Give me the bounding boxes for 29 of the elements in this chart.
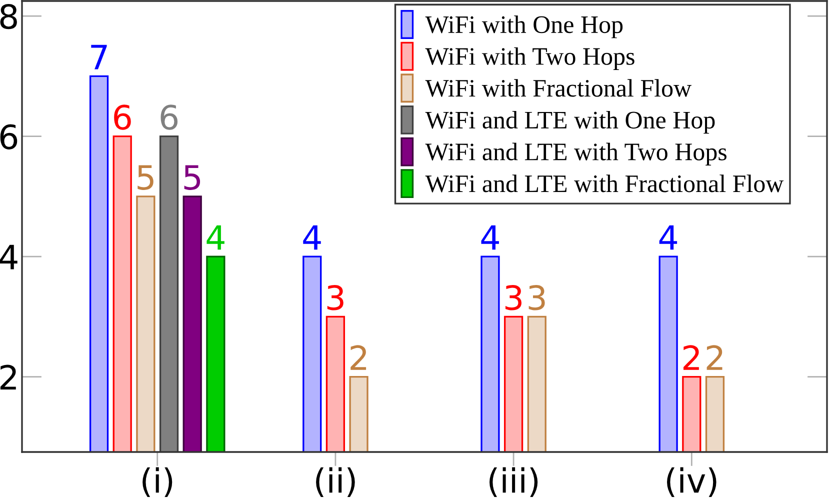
- data-label: 5: [184, 165, 200, 190]
- y-tick-label: 2: [0, 364, 16, 390]
- legend-label: WiFi and LTE with Fractional Flow: [425, 174, 784, 192]
- x-tick-label: (iv): [667, 467, 716, 497]
- x-tick-label: (i): [142, 467, 172, 497]
- data-label: 3: [505, 285, 522, 310]
- data-label: 3: [327, 285, 344, 310]
- data-label: 2: [350, 345, 366, 370]
- y-tick-label: 6: [0, 124, 18, 150]
- x-tick-label: (iii): [490, 467, 538, 497]
- legend-label: WiFi with Two Hops: [425, 47, 634, 70]
- data-label: 4: [481, 225, 499, 250]
- legend-label: WiFi with Fractional Flow: [425, 79, 692, 97]
- legend-label: WiFi and LTE with Two Hops: [425, 142, 726, 166]
- data-label: 4: [659, 225, 678, 250]
- legend-label: WiFi with One Hop: [425, 16, 623, 38]
- legend-label: WiFi and LTE with One Hop: [425, 110, 715, 134]
- data-label: 4: [206, 225, 224, 250]
- data-label: 2: [706, 345, 722, 370]
- data-label: 6: [160, 104, 178, 130]
- data-label: 6: [114, 104, 131, 130]
- data-label: 7: [91, 44, 107, 70]
- y-tick-label: 8: [0, 4, 17, 30]
- y-tick-label: 4: [0, 244, 18, 270]
- data-label: 4: [303, 225, 321, 250]
- data-label: 5: [138, 165, 154, 190]
- data-label: 2: [683, 345, 699, 370]
- data-label: 3: [528, 285, 545, 310]
- x-tick-label: (ii): [316, 467, 355, 497]
